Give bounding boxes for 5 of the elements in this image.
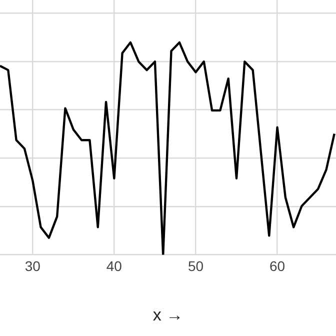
x-axis-title: x →: [152, 305, 184, 324]
x-tick-label: 50: [188, 258, 204, 274]
x-tick-label: 30: [24, 258, 41, 274]
x-tick-label: 40: [106, 258, 122, 274]
x-tick-label: 60: [269, 258, 286, 274]
